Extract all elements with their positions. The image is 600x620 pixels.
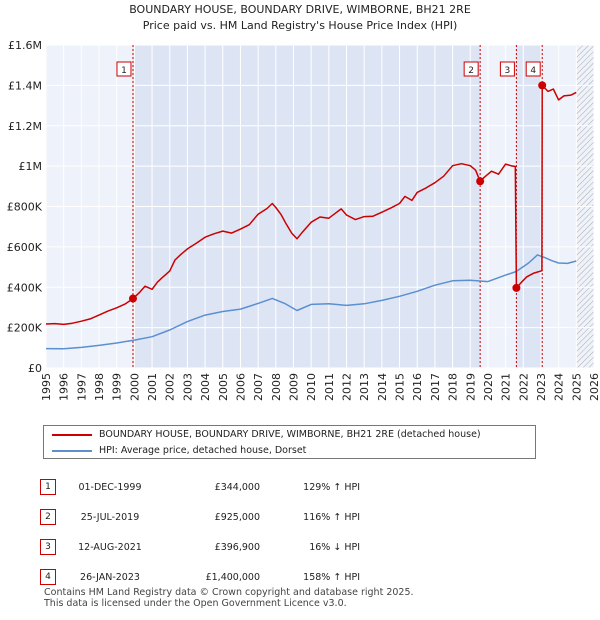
sale-date: 26-JAN-2023 — [80, 571, 140, 583]
chart-title: BOUNDARY HOUSE, BOUNDARY DRIVE, WIMBORNE… — [129, 3, 471, 16]
footer-licence: This data is licensed under the Open Gov… — [44, 598, 347, 609]
x-tick-label: 2007 — [252, 373, 265, 401]
y-tick-label: £200K — [7, 322, 43, 335]
sale-price: £1,400,000 — [205, 571, 260, 583]
sale-price: £396,900 — [214, 541, 260, 553]
x-tick-label: 2008 — [270, 373, 283, 401]
x-tick-label: 2011 — [323, 373, 336, 401]
sale-price: £925,000 — [214, 511, 260, 523]
x-tick-label: 2020 — [482, 373, 495, 401]
sale-marker-box — [116, 61, 132, 77]
x-tick-label: 1997 — [75, 373, 88, 401]
sale-price: £344,000 — [214, 481, 260, 493]
x-tick-label: 2016 — [411, 373, 424, 401]
hpi-line — [45, 254, 577, 350]
sale-hpi-change: 16% ↓ HPI — [309, 541, 360, 553]
sale-marker-label: 3 — [505, 66, 511, 76]
sale-point — [476, 177, 485, 186]
sale-point — [538, 81, 547, 90]
sale-point — [128, 294, 137, 303]
footer: Contains HM Land Registry data © Crown c… — [44, 587, 414, 609]
x-tick-label: 2012 — [341, 373, 354, 401]
sale-hpi-change: 116% ↑ HPI — [303, 511, 360, 523]
x-tick-label: 2002 — [164, 373, 177, 401]
x-tick-label: 2023 — [535, 373, 548, 401]
x-tick-label: 2025 — [570, 373, 583, 401]
property-price-line — [45, 84, 577, 326]
x-tick-label: 1995 — [40, 373, 53, 401]
sale-date: 01-DEC-1999 — [78, 481, 142, 493]
x-tick-label: 2005 — [217, 373, 230, 401]
x-tick-label: 2006 — [234, 373, 247, 401]
chart-subtitle: Price paid vs. HM Land Registry's House … — [143, 19, 458, 32]
sale-number-badge: 3 — [40, 539, 56, 555]
y-tick-label: £1M — [19, 160, 43, 173]
y-tick-label: £400K — [7, 281, 43, 294]
x-tick-label: 2004 — [199, 373, 212, 401]
sale-date: 12-AUG-2021 — [78, 541, 142, 553]
sale-marker-box — [463, 61, 479, 77]
y-tick-label: £800K — [7, 201, 43, 214]
x-tick-label: 2017 — [429, 373, 442, 401]
x-tick-label: 2026 — [588, 373, 600, 401]
transactions-table: 1 01-DEC-1999 £344,000 129% ↑ HPI 2 25-J… — [40, 472, 360, 592]
x-tick-label: 2003 — [181, 373, 194, 401]
legend-label-property: BOUNDARY HOUSE, BOUNDARY DRIVE, WIMBORNE… — [99, 429, 481, 440]
price-chart: BOUNDARY HOUSE, BOUNDARY DRIVE, WIMBORNE… — [7, 3, 600, 401]
sale-marker-box — [525, 61, 541, 77]
x-tick-label: 2019 — [464, 373, 477, 401]
y-tick-label: £600K — [7, 241, 43, 254]
x-tick-label: 2013 — [358, 373, 371, 401]
x-tick-label: 2022 — [517, 373, 530, 401]
x-tick-label: 1998 — [93, 373, 106, 401]
sale-hpi-change: 158% ↑ HPI — [303, 571, 360, 583]
x-tick-label: 2015 — [394, 373, 407, 401]
x-tick-label: 2021 — [500, 373, 513, 401]
sale-point — [512, 283, 521, 292]
legend-swatch-property — [52, 434, 92, 436]
table-row: 3 12-AUG-2021 £396,900 16% ↓ HPI — [40, 532, 360, 562]
y-tick-label: £1.6M — [8, 39, 42, 52]
x-tick-label: 2000 — [128, 373, 141, 401]
sale-marker-box — [499, 61, 515, 77]
sale-date: 25-JUL-2019 — [80, 511, 140, 523]
sale-marker-label: 4 — [530, 66, 536, 76]
x-tick-label: 2024 — [553, 373, 566, 401]
y-tick-label: £1.2M — [8, 120, 42, 133]
legend-label-hpi: HPI: Average price, detached house, Dors… — [99, 445, 307, 456]
table-row: 1 01-DEC-1999 £344,000 129% ↑ HPI — [40, 472, 360, 502]
legend-swatch-hpi — [52, 450, 92, 452]
x-tick-label: 2014 — [376, 373, 389, 401]
table-row: 4 26-JAN-2023 £1,400,000 158% ↑ HPI — [40, 562, 360, 592]
y-tick-label: £0 — [28, 362, 42, 375]
sale-number-badge: 2 — [40, 509, 56, 525]
x-tick-label: 2001 — [146, 373, 159, 401]
x-tick-label: 2009 — [287, 373, 300, 401]
sale-number-badge: 1 — [40, 479, 56, 495]
x-tick-label: 2018 — [447, 373, 460, 401]
y-tick-label: £1.4M — [8, 79, 42, 92]
sale-marker-label: 1 — [121, 66, 127, 76]
sale-number-badge: 4 — [40, 569, 56, 585]
x-tick-label: 1999 — [111, 373, 124, 401]
footer-copyright: Contains HM Land Registry data © Crown c… — [44, 587, 414, 598]
legend: BOUNDARY HOUSE, BOUNDARY DRIVE, WIMBORNE… — [43, 425, 536, 459]
sale-hpi-change: 129% ↑ HPI — [303, 481, 360, 493]
x-tick-label: 1996 — [58, 373, 71, 401]
sale-marker-label: 2 — [468, 66, 474, 76]
x-tick-label: 2010 — [305, 373, 318, 401]
table-row: 2 25-JUL-2019 £925,000 116% ↑ HPI — [40, 502, 360, 532]
